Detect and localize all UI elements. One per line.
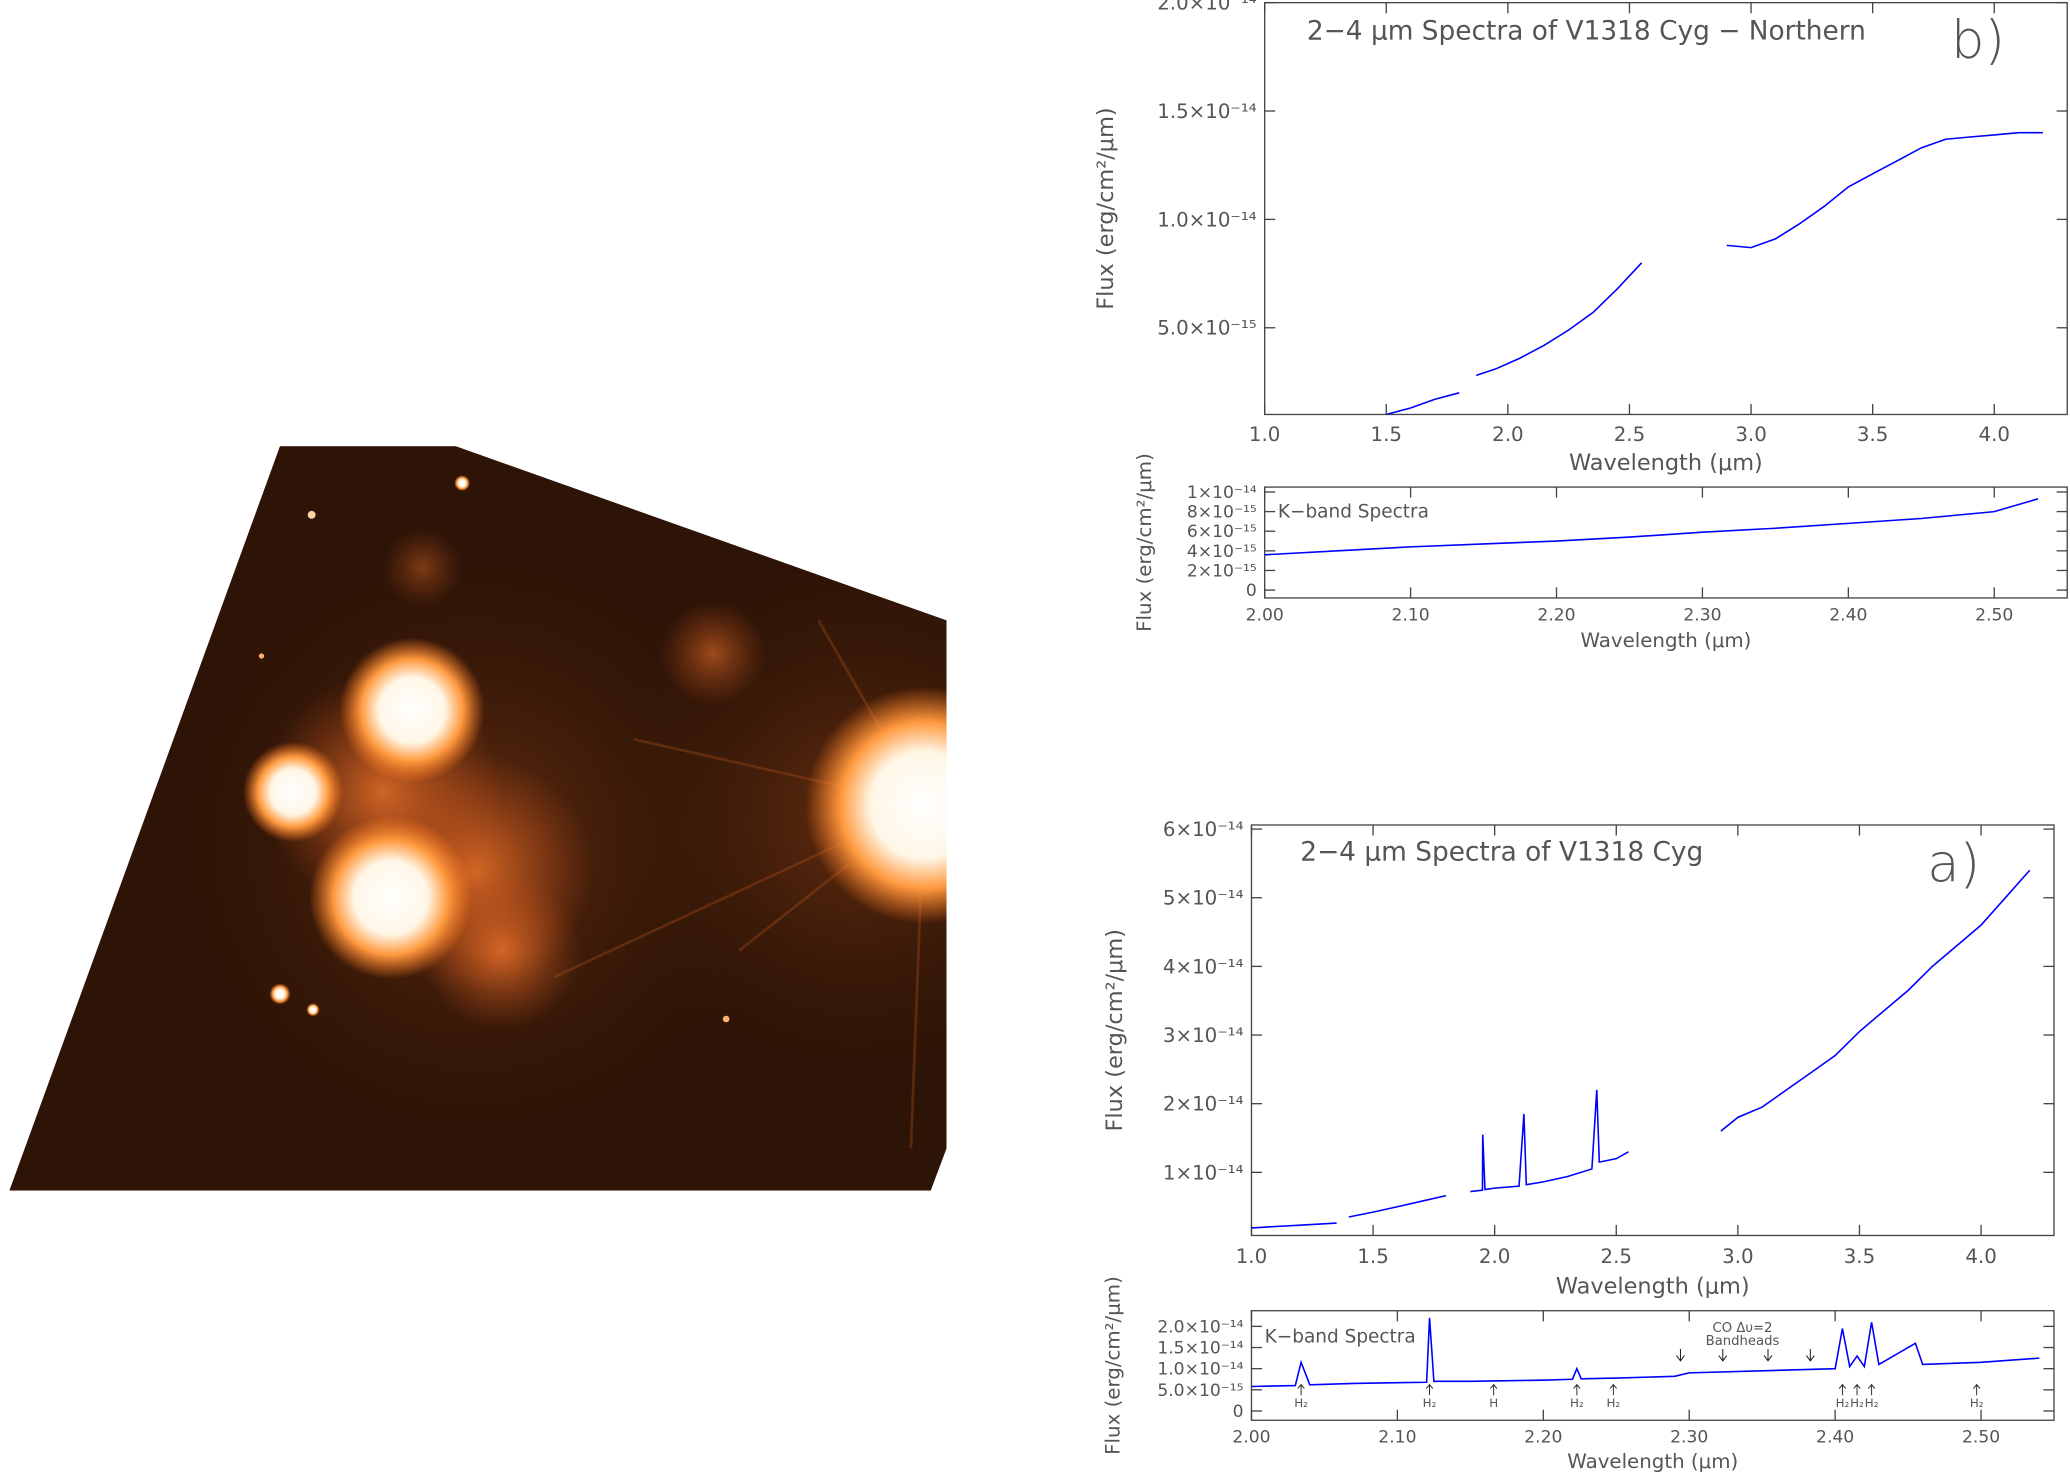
x-tick-label: 3.5 — [1844, 1245, 1875, 1268]
y-tick-label: 2×10⁻¹⁴ — [1163, 1093, 1244, 1116]
annotation: Bandheads — [1706, 1334, 1780, 1349]
x-axis-label: Wavelength (μm) — [1580, 629, 1751, 652]
line-arrow — [1838, 1383, 1847, 1396]
x-axis-label: Wavelength (μm) — [1567, 1450, 1738, 1473]
annotation: K−band Spectra — [1278, 501, 1429, 522]
x-tick-label: 3.5 — [1857, 423, 1888, 446]
line-arrow — [1573, 1383, 1581, 1396]
y-tick-label: 1.5×10⁻¹⁴ — [1157, 1339, 1243, 1359]
line-label: H₂ — [1294, 1396, 1308, 1410]
x-tick-label: 2.50 — [1975, 605, 2013, 625]
plot-frame — [1264, 486, 2068, 599]
x-axis-label: Wavelength (μm) — [1556, 1274, 1750, 1300]
line-arrow — [1297, 1383, 1305, 1396]
spectrum-line — [1264, 498, 2039, 556]
x-tick-label: 2.10 — [1392, 605, 1430, 625]
line-label: H — [1489, 1396, 1498, 1410]
x-tick-label: 1.5 — [1371, 423, 1402, 446]
line-label: H₂ — [1850, 1396, 1864, 1410]
x-tick-label: 2.40 — [1816, 1428, 1854, 1448]
x-tick-label: 2.20 — [1537, 605, 1575, 625]
line-label: H₂ — [1836, 1396, 1850, 1410]
x-tick-label: 2.40 — [1829, 605, 1867, 625]
line-arrow — [1973, 1383, 1981, 1396]
chart-title: 2−4 μm Spectra of V1318 Cyg − Northern — [1307, 17, 1866, 47]
y-axis-label: Flux (erg/cm²/μm) — [1093, 107, 1119, 309]
x-tick-label: 2.10 — [1378, 1428, 1416, 1448]
y-axis-label: Flux (erg/cm²/μm) — [1133, 453, 1156, 632]
x-tick-label: 2.00 — [1246, 605, 1284, 625]
x-tick-label: 2.00 — [1232, 1428, 1270, 1448]
line-label: H₂ — [1570, 1396, 1584, 1410]
y-tick-label: 3×10⁻¹⁴ — [1163, 1024, 1244, 1047]
line-arrow — [1853, 1383, 1861, 1396]
y-tick-label: 0 — [1233, 1402, 1244, 1422]
nebula-image — [9, 446, 947, 1191]
y-tick-label: 1.0×10⁻¹⁴ — [1157, 208, 1257, 231]
x-tick-label: 4.0 — [1965, 1245, 1996, 1268]
x-tick-label: 4.0 — [1979, 423, 2010, 446]
y-tick-label: 2.0×10⁻¹⁴ — [1157, 0, 1257, 15]
x-tick-label: 2.30 — [1683, 605, 1721, 625]
x-tick-label: 1.0 — [1236, 1245, 1267, 1268]
spectrum-line — [1386, 131, 2043, 415]
line-label: H₂ — [1970, 1396, 1984, 1410]
chart-title: 2−4 μm Spectra of V1318 Cyg — [1300, 838, 1703, 868]
line-label: H₂ — [1423, 1396, 1437, 1410]
y-tick-label: 1.0×10⁻¹⁴ — [1157, 1360, 1243, 1380]
line-arrow — [1490, 1383, 1498, 1396]
plot-frame — [1250, 1310, 2055, 1421]
x-tick-label: 1.0 — [1249, 423, 1280, 446]
y-tick-label: 5.0×10⁻¹⁵ — [1157, 317, 1257, 340]
y-tick-label: 4×10⁻¹⁵ — [1187, 542, 1257, 562]
y-tick-label: 4×10⁻¹⁴ — [1163, 955, 1244, 978]
line-label: H₂ — [1865, 1396, 1879, 1410]
spectrum-line — [1251, 1317, 2040, 1388]
line-label: H₂ — [1607, 1396, 1621, 1410]
x-tick-label: 2.5 — [1601, 1245, 1632, 1268]
bandhead-arrow — [1718, 1349, 1728, 1362]
y-tick-label: 6×10⁻¹⁵ — [1187, 522, 1257, 542]
bandhead-arrow — [1676, 1349, 1685, 1362]
panel-label: b) — [1951, 10, 2005, 71]
x-tick-label: 2.0 — [1492, 423, 1523, 446]
panel-label: a) — [1927, 834, 1980, 895]
x-tick-label: 1.5 — [1357, 1245, 1388, 1268]
bandhead-arrow — [1805, 1349, 1815, 1362]
annotation: CO Δυ=2 — [1713, 1321, 1773, 1336]
y-axis-label: Flux (erg/cm²/μm) — [1102, 929, 1128, 1131]
y-tick-label: 1×10⁻¹⁴ — [1187, 483, 1257, 503]
line-arrow — [1609, 1383, 1617, 1396]
y-tick-label: 5.0×10⁻¹⁵ — [1157, 1381, 1243, 1401]
bandhead-arrow — [1763, 1349, 1773, 1362]
x-tick-label: 2.50 — [1962, 1428, 2000, 1448]
y-tick-label: 2.0×10⁻¹⁴ — [1157, 1317, 1243, 1337]
x-tick-label: 2.5 — [1614, 423, 1645, 446]
x-tick-label: 3.0 — [1735, 423, 1766, 446]
plot-frame — [1264, 1, 2068, 416]
line-arrow — [1867, 1383, 1876, 1396]
y-axis-label: Flux (erg/cm²/μm) — [1101, 1276, 1124, 1455]
y-tick-label: 1×10⁻¹⁴ — [1163, 1161, 1244, 1184]
y-tick-label: 8×10⁻¹⁵ — [1187, 503, 1257, 523]
x-tick-label: 2.0 — [1479, 1245, 1510, 1268]
line-arrow — [1425, 1383, 1434, 1396]
x-tick-label: 2.20 — [1524, 1428, 1562, 1448]
plot-frame — [1250, 824, 2055, 1237]
x-tick-label: 3.0 — [1722, 1245, 1753, 1268]
x-axis-label: Wavelength (μm) — [1569, 450, 1763, 476]
annotation: K−band Spectra — [1265, 1326, 1416, 1347]
y-tick-label: 5×10⁻¹⁴ — [1163, 887, 1244, 910]
spectrum-line — [1251, 869, 2031, 1229]
y-tick-label: 2×10⁻¹⁵ — [1187, 561, 1257, 581]
y-tick-label: 6×10⁻¹⁴ — [1163, 818, 1244, 841]
y-tick-label: 0 — [1246, 581, 1257, 601]
x-tick-label: 2.30 — [1670, 1428, 1708, 1448]
y-tick-label: 1.5×10⁻¹⁴ — [1157, 100, 1257, 123]
